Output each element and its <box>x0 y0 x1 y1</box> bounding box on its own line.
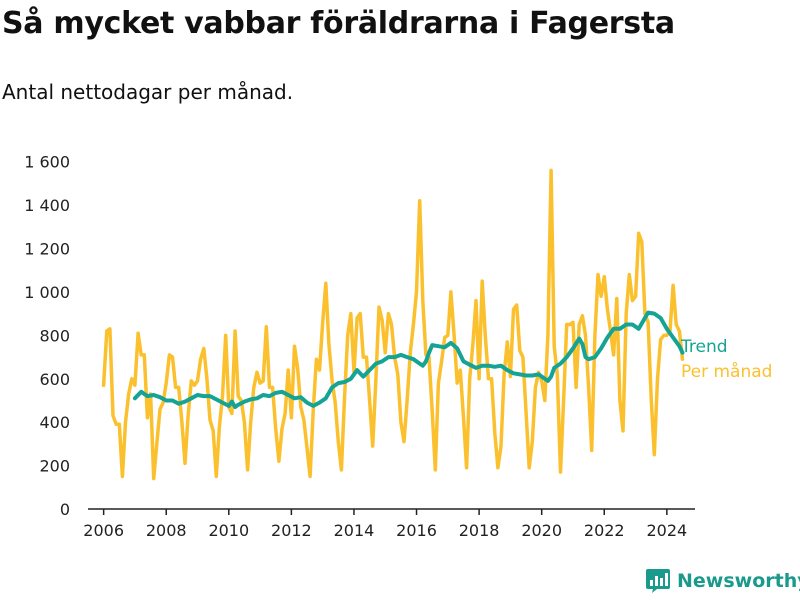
bar-chart-logo-icon <box>646 569 670 593</box>
y-tick-label: 400 <box>39 413 70 432</box>
series-line-trend <box>132 310 685 409</box>
x-tick-label: 2014 <box>334 521 375 540</box>
x-tick-label: 2012 <box>271 521 312 540</box>
x-tick-label: 2020 <box>521 521 562 540</box>
x-tick-label: 2022 <box>584 521 625 540</box>
x-tick-label: 2010 <box>208 521 249 540</box>
legend-label-trend: Trend <box>680 337 728 357</box>
brand-name: Newsworthy <box>677 570 800 592</box>
x-tick-label: 2024 <box>646 521 687 540</box>
y-tick-label: 800 <box>39 326 70 345</box>
x-tick-label: 2008 <box>146 521 187 540</box>
y-tick-label: 1 000 <box>24 283 70 302</box>
y-axis: 0 200 400 600 800 1 000 1 200 1 400 1 600 <box>24 153 70 519</box>
series-line-per-manad <box>101 168 685 481</box>
series-layer <box>101 168 685 481</box>
x-tick-label: 2016 <box>396 521 437 540</box>
x-axis: 2006 2008 2010 2012 2014 2016 2018 2020 2022 2024 <box>83 508 695 540</box>
chart-title: Så mycket vabbar föräldrarna i Fagersta <box>2 6 675 41</box>
y-tick-label: 1 600 <box>24 153 70 172</box>
y-tick-label: 0 <box>60 500 70 519</box>
legend-label-per-manad: Per månad <box>681 361 772 382</box>
y-tick-label: 1 400 <box>24 196 70 215</box>
newsworthy-brand[interactable]: Newsworthy <box>645 568 800 594</box>
y-tick-label: 200 <box>39 457 70 476</box>
x-tick-label: 2018 <box>459 521 500 540</box>
legend: Trend Per månad <box>680 337 772 382</box>
y-tick-label: 600 <box>39 370 70 389</box>
y-tick-label: 1 200 <box>24 240 70 259</box>
x-tick-label: 2006 <box>83 521 124 540</box>
chart-subtitle: Antal nettodagar per månad. <box>2 80 294 104</box>
